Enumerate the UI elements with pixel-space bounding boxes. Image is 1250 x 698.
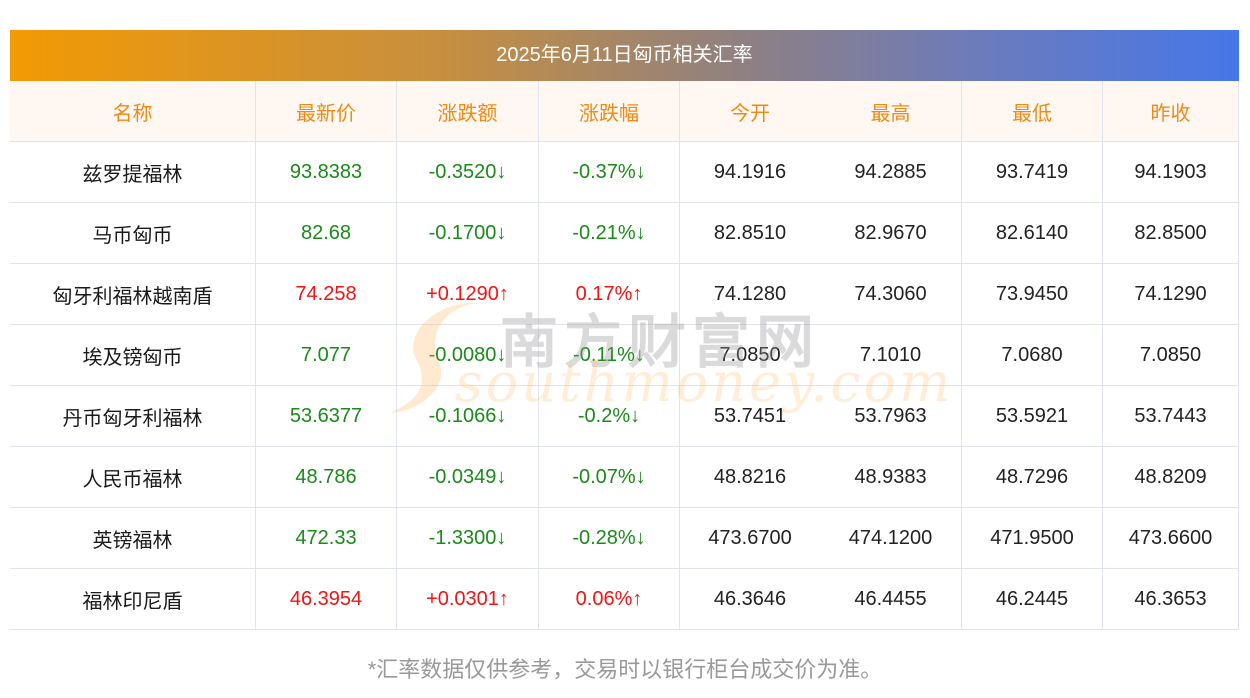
cell-pct: -0.37%↓ bbox=[538, 141, 680, 203]
cell-change: -0.3520↓ bbox=[396, 141, 539, 203]
cell-name: 丹币匈牙利福林 bbox=[10, 385, 256, 447]
cell-low: 46.2445 bbox=[961, 568, 1103, 630]
cell-pct: -0.28%↓ bbox=[538, 507, 680, 569]
cell-prev: 94.1903 bbox=[1102, 141, 1239, 203]
cell-latest: 82.68 bbox=[255, 202, 397, 264]
table-header-row: 名称 最新价 涨跌额 涨跌幅 今开 最高 最低 昨收 bbox=[10, 81, 1239, 142]
col-header-high: 最高 bbox=[820, 81, 962, 142]
exchange-rate-table: 名称 最新价 涨跌额 涨跌幅 今开 最高 最低 昨收 兹罗提福林 93.8383-… bbox=[10, 81, 1239, 630]
cell-low: 7.0680 bbox=[961, 324, 1103, 386]
cell-name: 兹罗提福林 bbox=[10, 141, 256, 203]
table-row: 马币匈币 82.68 -0.1700↓ -0.21%↓ 82.8510 82.9670 82… bbox=[10, 202, 1239, 264]
cell-name: 英镑福林 bbox=[10, 507, 256, 569]
col-header-low: 最低 bbox=[961, 81, 1103, 142]
col-header-latest: 最新价 bbox=[255, 81, 397, 142]
cell-pct: -0.07%↓ bbox=[538, 446, 680, 508]
cell-prev: 473.6600 bbox=[1102, 507, 1239, 569]
cell-open: 82.8510 bbox=[679, 202, 820, 264]
cell-high: 74.3060 bbox=[820, 263, 962, 325]
cell-high: 53.7963 bbox=[820, 385, 962, 447]
cell-high: 474.1200 bbox=[820, 507, 962, 569]
cell-latest: 472.33 bbox=[255, 507, 397, 569]
table-row: 丹币匈牙利福林 53.6377 -0.1066↓ -0.2%↓ 53.7451 53.79… bbox=[10, 385, 1239, 447]
col-header-prev: 昨收 bbox=[1102, 81, 1239, 142]
cell-open: 46.3646 bbox=[679, 568, 820, 630]
table-row: 英镑福林 472.33 -1.3300↓ -0.28%↓ 473.6700 474.120… bbox=[10, 507, 1239, 569]
cell-high: 82.9670 bbox=[820, 202, 962, 264]
cell-prev: 74.1290 bbox=[1102, 263, 1239, 325]
cell-low: 471.9500 bbox=[961, 507, 1103, 569]
cell-open: 473.6700 bbox=[679, 507, 820, 569]
table-title: 2025年6月11日匈币相关汇率 bbox=[10, 30, 1239, 81]
col-header-open: 今开 bbox=[679, 81, 820, 142]
cell-change: -0.1700↓ bbox=[396, 202, 539, 264]
cell-open: 53.7451 bbox=[679, 385, 820, 447]
cell-prev: 82.8500 bbox=[1102, 202, 1239, 264]
cell-prev: 48.8209 bbox=[1102, 446, 1239, 508]
cell-prev: 46.3653 bbox=[1102, 568, 1239, 630]
cell-high: 94.2885 bbox=[820, 141, 962, 203]
cell-name: 马币匈币 bbox=[10, 202, 256, 264]
cell-open: 74.1280 bbox=[679, 263, 820, 325]
cell-high: 48.9383 bbox=[820, 446, 962, 508]
cell-pct: -0.11%↓ bbox=[538, 324, 680, 386]
table-row: 兹罗提福林 93.8383 -0.3520↓ -0.37%↓ 94.1916 94.288… bbox=[10, 141, 1239, 203]
col-header-change: 涨跌额 bbox=[396, 81, 539, 142]
cell-change: +0.0301↑ bbox=[396, 568, 539, 630]
cell-latest: 7.077 bbox=[255, 324, 397, 386]
cell-open: 94.1916 bbox=[679, 141, 820, 203]
cell-name: 埃及镑匈币 bbox=[10, 324, 256, 386]
cell-latest: 48.786 bbox=[255, 446, 397, 508]
cell-pct: -0.2%↓ bbox=[538, 385, 680, 447]
cell-latest: 53.6377 bbox=[255, 385, 397, 447]
cell-low: 53.5921 bbox=[961, 385, 1103, 447]
col-header-name: 名称 bbox=[10, 81, 256, 142]
cell-open: 7.0850 bbox=[679, 324, 820, 386]
disclaimer-note: *汇率数据仅供参考，交易时以银行柜台成交价为准。 bbox=[367, 657, 883, 682]
cell-change: +0.1290↑ bbox=[396, 263, 539, 325]
cell-latest: 74.258 bbox=[255, 263, 397, 325]
cell-name: 福林印尼盾 bbox=[10, 568, 256, 630]
cell-pct: 0.06%↑ bbox=[538, 568, 680, 630]
cell-latest: 93.8383 bbox=[255, 141, 397, 203]
cell-low: 93.7419 bbox=[961, 141, 1103, 203]
cell-open: 48.8216 bbox=[679, 446, 820, 508]
cell-pct: 0.17%↑ bbox=[538, 263, 680, 325]
cell-change: -0.1066↓ bbox=[396, 385, 539, 447]
col-header-pct: 涨跌幅 bbox=[538, 81, 680, 142]
cell-high: 7.1010 bbox=[820, 324, 962, 386]
cell-pct: -0.21%↓ bbox=[538, 202, 680, 264]
table-row: 人民币福林 48.786 -0.0349↓ -0.07%↓ 48.8216 48.9383… bbox=[10, 446, 1239, 508]
cell-prev: 53.7443 bbox=[1102, 385, 1239, 447]
cell-change: -1.3300↓ bbox=[396, 507, 539, 569]
exchange-rate-panel: 2025年6月11日匈币相关汇率 名称 最新价 涨跌额 涨跌幅 今开 最高 最低… bbox=[10, 30, 1239, 630]
cell-name: 匈牙利福林越南盾 bbox=[10, 263, 256, 325]
cell-latest: 46.3954 bbox=[255, 568, 397, 630]
cell-low: 82.6140 bbox=[961, 202, 1103, 264]
cell-prev: 7.0850 bbox=[1102, 324, 1239, 386]
cell-low: 48.7296 bbox=[961, 446, 1103, 508]
cell-high: 46.4455 bbox=[820, 568, 962, 630]
table-row: 福林印尼盾 46.3954 +0.0301↑ 0.06%↑ 46.3646 46.4455… bbox=[10, 568, 1239, 630]
table-row: 匈牙利福林越南盾 74.258 +0.1290↑ 0.17%↑ 74.1280 74.30… bbox=[10, 263, 1239, 325]
table-row: 埃及镑匈币 7.077 -0.0080↓ -0.11%↓ 7.0850 7.1010 7.0… bbox=[10, 324, 1239, 386]
cell-name: 人民币福林 bbox=[10, 446, 256, 508]
cell-change: -0.0349↓ bbox=[396, 446, 539, 508]
cell-change: -0.0080↓ bbox=[396, 324, 539, 386]
cell-low: 73.9450 bbox=[961, 263, 1103, 325]
